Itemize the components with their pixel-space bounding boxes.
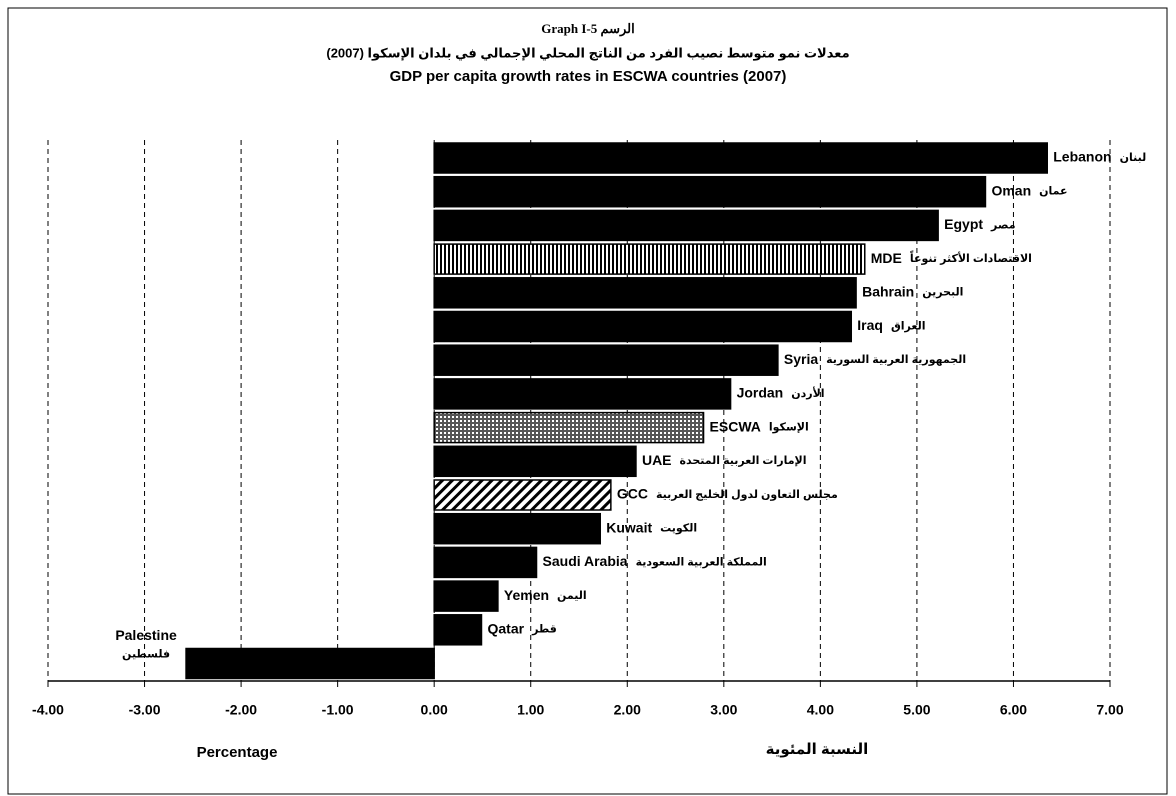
- bar-label: ESCWA: [710, 418, 761, 434]
- bar-label: Egypt: [944, 216, 983, 232]
- chart-subtitle: GDP per capita growth rates in ESCWA cou…: [390, 68, 787, 85]
- x-tick-label: 4.00: [807, 702, 834, 718]
- bar: [433, 378, 732, 410]
- x-tick-label: 0.00: [421, 702, 448, 718]
- bar-label-ar: الجمهورية العربية السورية: [826, 354, 966, 366]
- bar: [433, 310, 853, 343]
- bar-label: Syria: [784, 351, 818, 367]
- x-tick-label: 2.00: [614, 702, 641, 718]
- x-tick-label: -1.00: [322, 702, 354, 718]
- bar-label-ar: البحرين: [922, 287, 963, 299]
- frame: [7, 7, 1168, 795]
- x-tick-label: -4.00: [32, 702, 64, 718]
- x-tick-label: 5.00: [903, 702, 930, 718]
- bar: [433, 512, 601, 545]
- bar: [433, 344, 779, 376]
- bar-label: Yemen: [504, 587, 549, 603]
- bar: [433, 209, 939, 242]
- bar: [433, 277, 857, 309]
- bar: [433, 614, 483, 646]
- x-axis-label: Percentage: [197, 744, 278, 761]
- bar-label-ar: الإمارات العربية المتحدة: [680, 455, 807, 467]
- bar-label-ar: عمان: [1039, 186, 1067, 198]
- x-tick-label: 3.00: [710, 702, 737, 718]
- x-axis-label-ar: النسبة المئوية: [766, 741, 869, 758]
- bar-label-ar: الأردن: [791, 386, 824, 400]
- bar-label-ar: قطر: [531, 624, 557, 636]
- bar-label: MDE: [871, 250, 902, 266]
- bar-label: Palestine: [115, 627, 177, 643]
- x-tick-label: 1.00: [517, 702, 544, 718]
- bar: [433, 142, 1048, 174]
- bar: [433, 243, 866, 275]
- bar-label: GCC: [617, 486, 648, 502]
- bar-label-ar: المملكة العربية السعودية: [636, 556, 767, 568]
- bar-label-ar: الاقتصادات الأكثر تنوعاً: [910, 250, 1032, 265]
- bar-label: Oman: [991, 182, 1031, 198]
- bar: [433, 175, 987, 208]
- bar-label-ar: الإسكوا: [769, 422, 809, 434]
- bar-label: UAE: [642, 452, 672, 468]
- bar-label-ar: لبنان: [1120, 152, 1147, 164]
- bar: [433, 580, 499, 612]
- bar-label: Kuwait: [606, 519, 652, 535]
- chart-subtitle-ar: معدلات نمو متوسط نصيب الفرد من الناتج ال…: [326, 45, 849, 60]
- chart-title: Graph I-5 الرسم: [541, 21, 635, 37]
- bar: [185, 647, 435, 680]
- bar-label: Lebanon: [1053, 149, 1111, 165]
- bar-label-ar: مصر: [990, 219, 1016, 231]
- x-tick-label: 7.00: [1096, 702, 1123, 718]
- bar: [433, 546, 538, 579]
- bar: [433, 411, 705, 444]
- bar-label-ar: العراق: [891, 320, 926, 332]
- bar-label: Qatar: [487, 621, 524, 637]
- bar-label: Bahrain: [862, 284, 914, 300]
- bar: [433, 445, 637, 478]
- x-tick-label: 6.00: [1000, 702, 1027, 718]
- bar-label-ar: مجلس التعاون لدول الخليج العربية: [656, 489, 838, 501]
- bar-label-ar: الكويت: [660, 523, 697, 535]
- bar: [433, 479, 612, 511]
- bar-label: Jordan: [737, 385, 784, 401]
- bar-label: Iraq: [857, 317, 883, 333]
- bar-label: Saudi Arabia: [543, 553, 628, 569]
- bar-label-ar: اليمن: [557, 590, 587, 602]
- bar-label-ar: فلسطين: [122, 648, 170, 660]
- x-tick-label: -2.00: [225, 702, 257, 718]
- x-tick-label: -3.00: [129, 702, 161, 718]
